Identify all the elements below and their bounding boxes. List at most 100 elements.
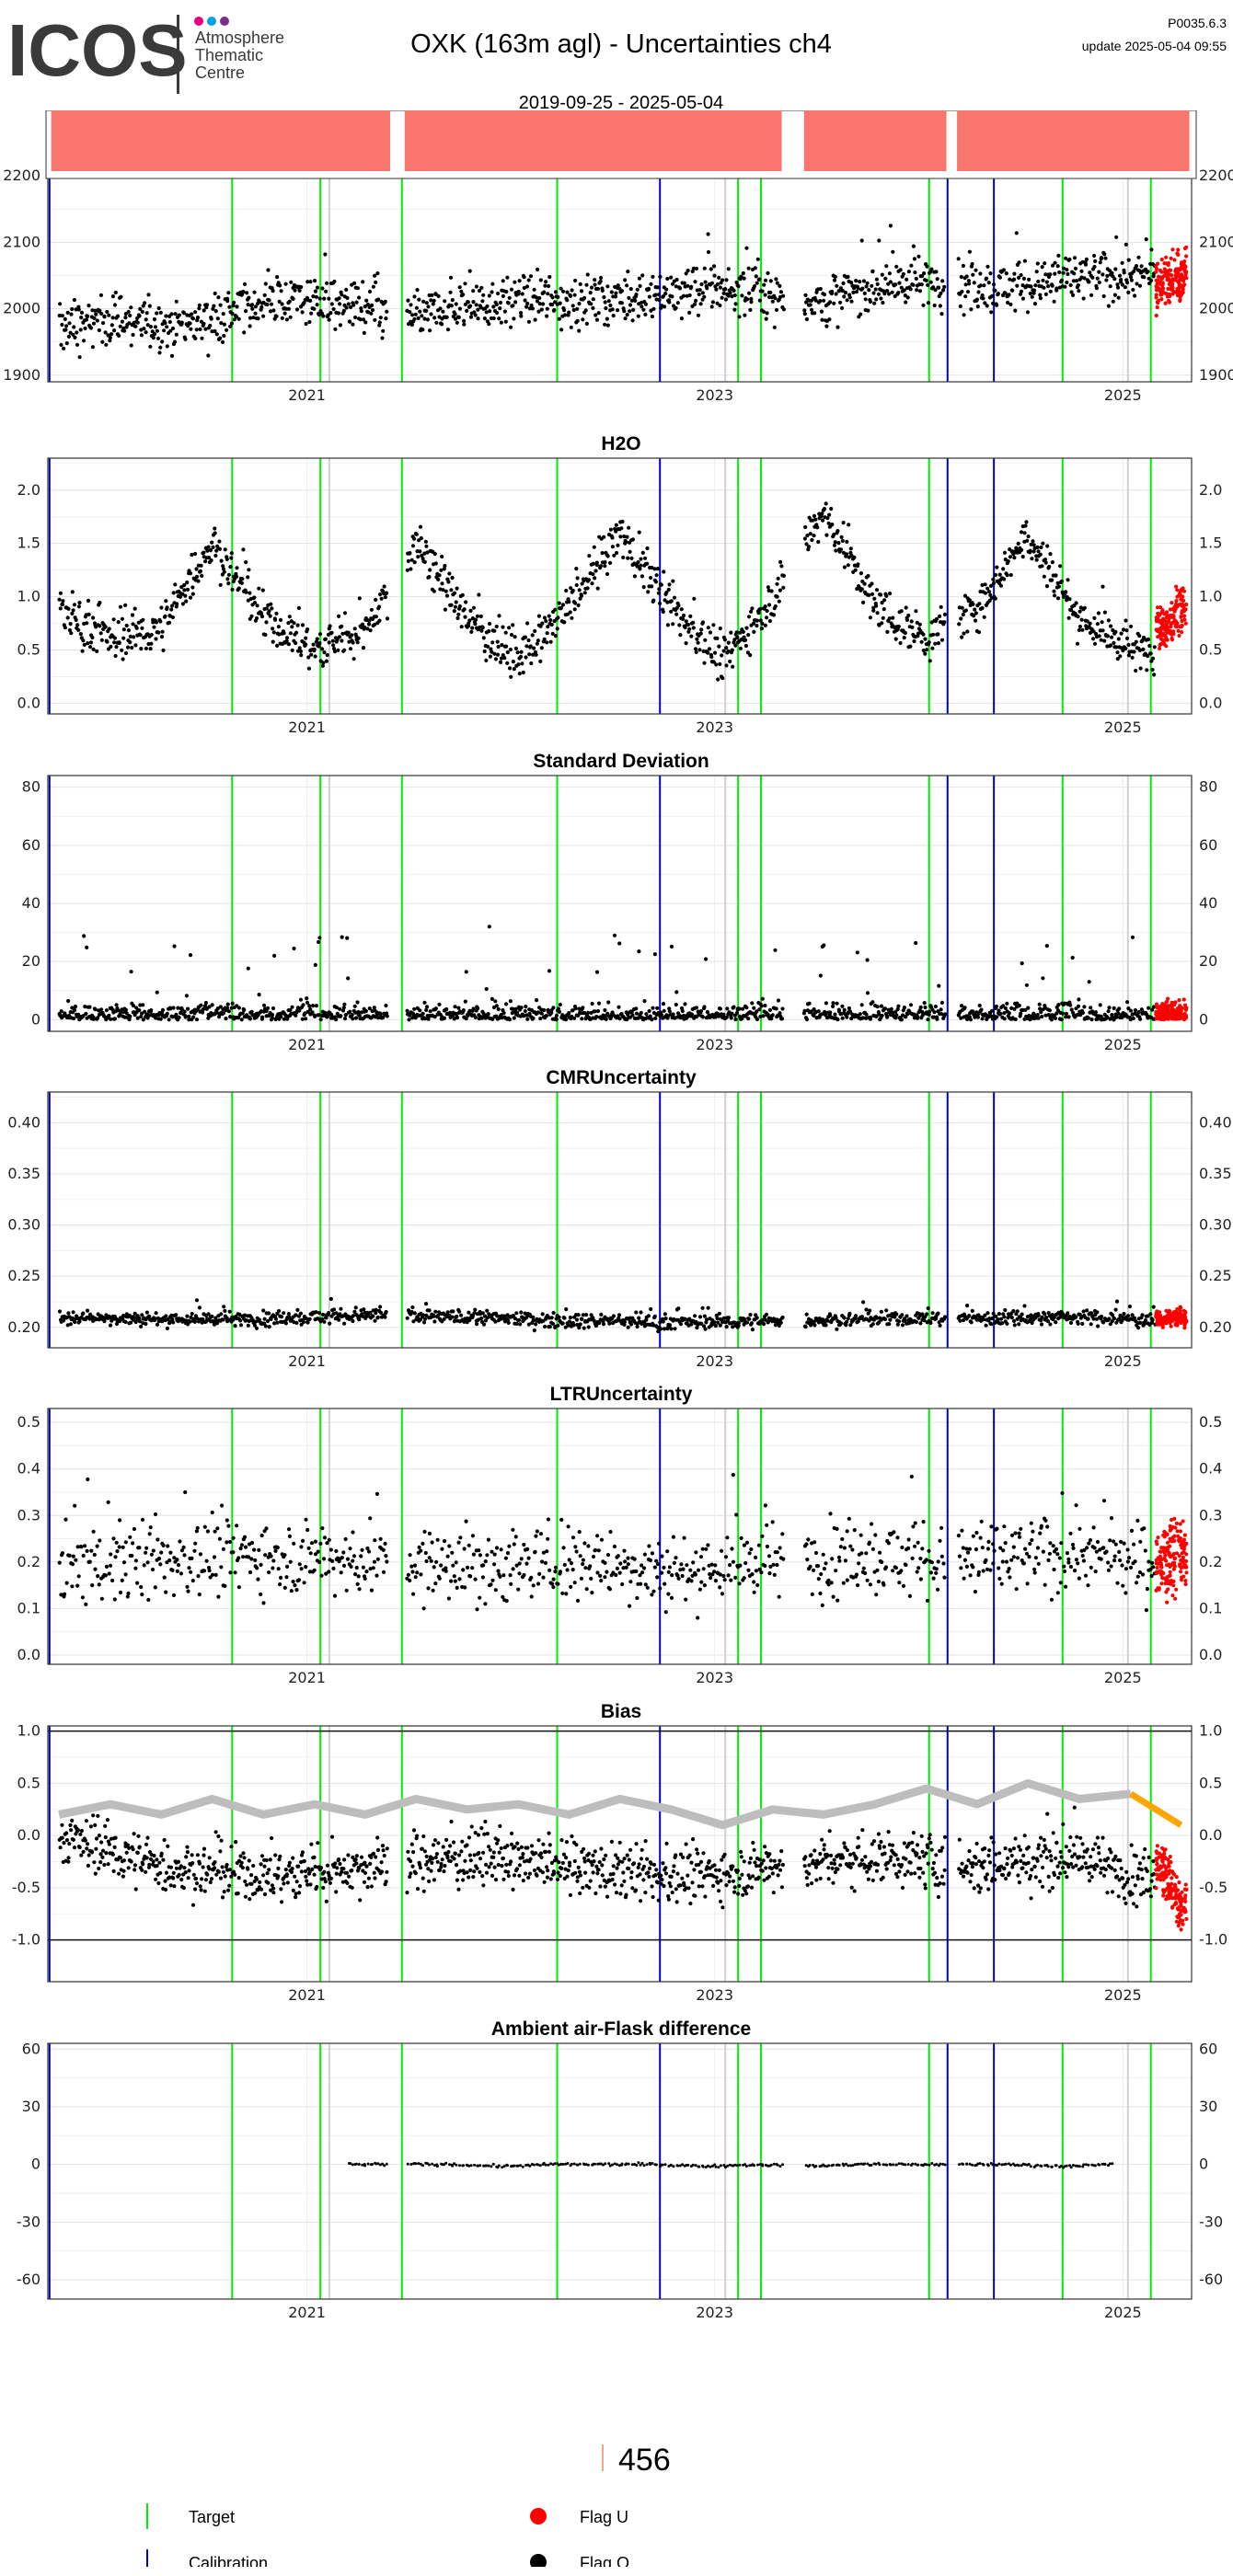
data-point	[1121, 627, 1126, 632]
data-point	[373, 622, 377, 627]
data-point	[432, 1314, 436, 1318]
data-point	[1065, 598, 1069, 603]
data-point	[1106, 1009, 1111, 1014]
data-point	[827, 512, 832, 517]
data-point	[141, 1018, 145, 1022]
data-point	[69, 631, 74, 636]
data-point	[317, 939, 321, 945]
data-point	[219, 1312, 224, 1317]
data-point	[752, 284, 757, 289]
data-point	[1044, 944, 1049, 949]
data-point	[274, 314, 279, 318]
data-point	[943, 1012, 948, 1017]
data-point	[809, 1009, 813, 1014]
data-point	[75, 623, 80, 627]
data-point	[257, 1317, 262, 1322]
data-point	[544, 1014, 549, 1018]
data-point	[74, 617, 78, 623]
data-point	[58, 606, 63, 611]
data-point	[496, 644, 501, 650]
data-point	[1030, 557, 1034, 561]
data-point	[492, 628, 497, 633]
data-point	[88, 645, 93, 650]
data-point	[537, 295, 542, 301]
flag-u-point	[1170, 1017, 1174, 1021]
data-point	[681, 616, 686, 622]
data-point	[641, 307, 646, 312]
data-point	[516, 662, 521, 667]
data-point	[362, 1307, 366, 1312]
data-point	[334, 1006, 339, 1010]
data-point	[1034, 270, 1039, 274]
data-point	[744, 1006, 749, 1010]
data-point	[100, 339, 105, 344]
data-point	[1038, 1006, 1043, 1011]
data-point	[462, 607, 467, 612]
data-point	[599, 275, 604, 281]
data-point	[765, 608, 769, 614]
data-point	[139, 1324, 144, 1328]
data-point	[620, 519, 625, 524]
data-point	[899, 609, 904, 614]
data-point	[452, 1017, 456, 1021]
data-point	[371, 1314, 375, 1318]
data-point	[866, 308, 870, 313]
data-point	[570, 615, 574, 620]
data-point	[1039, 1010, 1043, 1015]
data-point	[252, 595, 257, 600]
data-point	[851, 290, 856, 294]
data-point	[906, 270, 912, 274]
data-point	[160, 1007, 166, 1012]
data-point	[928, 659, 932, 663]
data-point	[156, 630, 161, 635]
data-point	[479, 285, 484, 290]
data-point	[1098, 1003, 1102, 1007]
data-point	[718, 661, 722, 667]
data-point	[746, 633, 751, 638]
y-tick-label-left: 0.20	[7, 1318, 40, 1336]
data-point	[974, 268, 978, 272]
data-point	[1004, 271, 1008, 276]
data-point	[927, 640, 931, 645]
data-point	[635, 564, 640, 569]
data-point	[1052, 299, 1056, 304]
data-point	[581, 1006, 585, 1010]
data-point	[560, 603, 566, 607]
x-tick-label: 2023	[696, 1352, 733, 1370]
data-point	[289, 280, 294, 284]
data-point	[129, 343, 133, 348]
data-point	[721, 291, 726, 295]
data-point	[245, 291, 249, 295]
data-point	[336, 311, 340, 316]
data-point	[409, 303, 413, 307]
data-point	[166, 1317, 170, 1322]
data-point	[547, 614, 551, 618]
data-point	[305, 1009, 310, 1014]
data-point	[663, 292, 668, 296]
data-point	[491, 305, 496, 309]
x-tick-label: 2021	[288, 386, 326, 404]
data-point	[135, 320, 140, 325]
data-point	[370, 307, 375, 313]
data-point	[677, 623, 682, 627]
data-point	[1115, 282, 1120, 287]
data-point	[137, 1316, 142, 1320]
data-point	[144, 311, 149, 316]
data-point	[860, 1016, 866, 1020]
data-point	[548, 617, 553, 623]
data-point	[717, 275, 721, 280]
data-point	[921, 303, 926, 307]
data-point	[834, 548, 838, 553]
data-point	[812, 534, 816, 538]
data-point	[603, 300, 607, 305]
data-point	[295, 1307, 300, 1312]
data-point	[432, 298, 436, 303]
data-point	[454, 600, 458, 604]
data-point	[934, 616, 939, 621]
flag-u-point	[1177, 267, 1181, 271]
data-point	[437, 1002, 442, 1006]
data-point	[576, 603, 581, 608]
data-point	[61, 599, 65, 604]
data-point	[632, 574, 638, 579]
data-point	[1100, 620, 1104, 625]
